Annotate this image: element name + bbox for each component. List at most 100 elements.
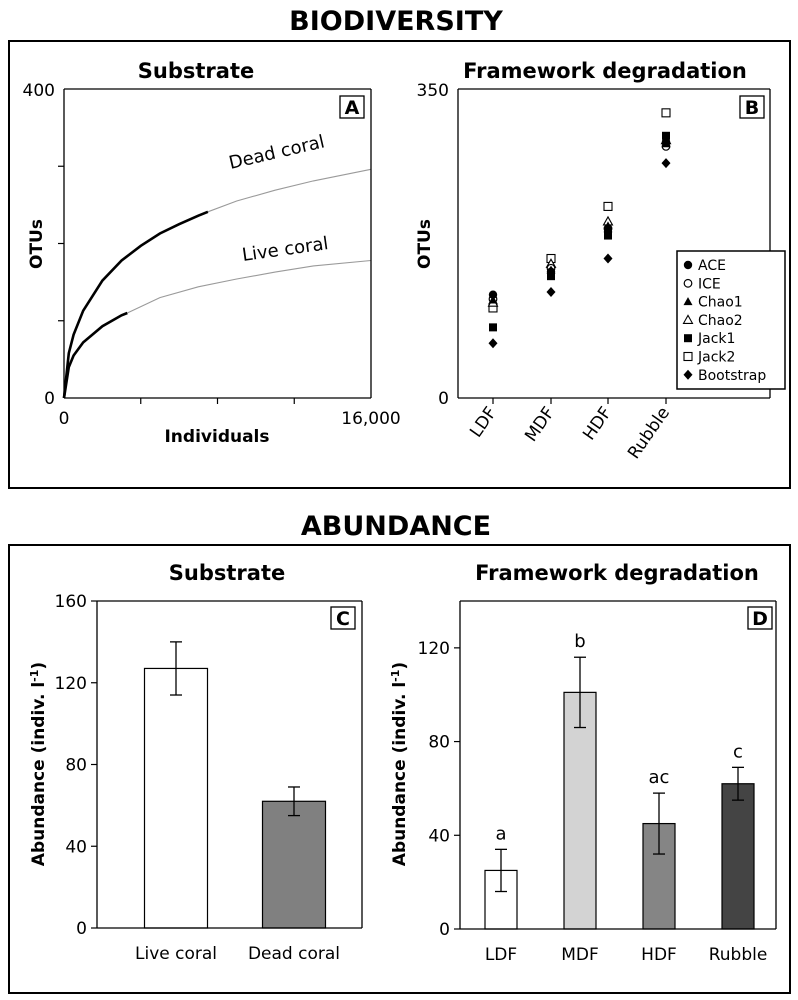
panel-d-y-tick-80: 80 <box>428 733 450 753</box>
panel-c-y-label: Abundance (indiv. l-1) <box>28 662 50 866</box>
panel-c-y-tick-80: 80 <box>65 756 87 776</box>
panel-b-x-labels: LDF MDF HDF Rubble <box>466 398 674 463</box>
panel-c-bars: Live coral Dead coral <box>135 641 340 964</box>
panel-c-bar-live-coral <box>143 667 209 929</box>
panel-b-point-ace-ldf <box>488 290 498 299</box>
dead-coral-extrapolated-curve <box>207 168 372 213</box>
legend-marker-jack1 <box>684 334 692 343</box>
panel-b-point-bootstrap-hdf <box>603 253 613 264</box>
panel-c: Substrate Live coral Dead coral 0 40 80 120 1… <box>28 561 363 964</box>
panel-c-y-tick-40: 40 <box>65 837 87 857</box>
panel-d-x-label-hdf: HDF <box>641 945 677 965</box>
panel-d: Framework degradation LDF a MDF b HDF ac Rubbl… <box>389 561 777 965</box>
panel-b-legend <box>676 250 786 390</box>
panel-d-bar-rubble <box>721 783 755 930</box>
panel-d-title: Framework degradation <box>475 561 759 585</box>
legend-label-bootstrap: Bootstrap <box>698 368 766 384</box>
panel-b-letter-box <box>739 95 765 119</box>
panel-b-letter: B <box>745 97 759 119</box>
panel-d-bars: LDF a MDF b HDF ac Rubble c <box>484 631 768 965</box>
panel-b: Framework degradation 350 0 OTUs LDF MDF H… <box>415 59 786 463</box>
legend-marker-ace <box>683 260 693 270</box>
biodiversity-title: BIODIVERSITY <box>289 6 503 37</box>
panel-d-y-tick-120: 120 <box>418 639 450 659</box>
panel-b-point-chao1-hdf <box>603 221 613 230</box>
panel-a: Substrate 400 0 0 16,000 Individuals OTU… <box>23 59 401 447</box>
live-coral-extrapolated-curve <box>127 259 372 314</box>
panel-b-point-jack2-hdf <box>603 201 613 211</box>
panel-c-x-label-live-coral: Live coral <box>135 944 217 964</box>
panel-a-x-tick-max: 16,000 <box>341 409 400 429</box>
panel-b-point-ace-hdf <box>603 227 613 237</box>
panel-b-point-ace-rubble <box>661 137 671 147</box>
panel-b-point-jack1-mdf <box>547 272 555 281</box>
dead-coral-label: Dead coral <box>227 131 327 173</box>
legend-label-ice: ICE <box>698 276 721 292</box>
panel-b-points <box>487 108 672 349</box>
panel-b-legend-items: ACE ICE Chao1 Chao2 Jack1 Jack2 Bootstrap <box>682 258 766 384</box>
panel-b-y-label: OTUs <box>415 219 435 269</box>
biodiversity-frame <box>8 40 791 489</box>
legend-label-ace: ACE <box>698 258 726 274</box>
panel-b-x-label-ldf: LDF <box>466 403 501 441</box>
legend-label-jack1: Jack1 <box>697 331 735 347</box>
panel-c-title: Substrate <box>169 561 285 585</box>
panel-b-y-tick-min: 0 <box>438 389 449 409</box>
panel-b-point-bootstrap-ldf <box>488 338 498 349</box>
panel-b-title: Framework degradation <box>463 59 747 83</box>
panel-c-y-tick-160: 160 <box>55 592 87 612</box>
panel-a-x-label: Individuals <box>164 427 269 447</box>
legend-marker-chao2 <box>682 314 694 324</box>
panel-b-x-label-hdf: HDF <box>579 403 616 444</box>
panel-d-y-tick-0: 0 <box>439 920 450 940</box>
panel-d-y-tick-40: 40 <box>428 826 450 846</box>
panel-d-significance-mdf: b <box>574 631 585 652</box>
legend-label-jack2: Jack2 <box>697 350 735 366</box>
panel-d-significance-rubble: c <box>733 741 743 762</box>
panel-d-x-label-rubble: Rubble <box>709 945 768 965</box>
panel-d-significance-hdf: ac <box>649 767 670 788</box>
legend-marker-bootstrap <box>683 369 693 380</box>
panel-d-letter-box <box>747 606 773 630</box>
panel-d-y-label: Abundance (indiv. l-1) <box>389 662 411 866</box>
legend-label-chao1: Chao1 <box>698 295 743 311</box>
panel-a-y-tick-max: 400 <box>23 81 55 101</box>
legend-marker-chao1 <box>683 297 693 306</box>
live-coral-label: Live coral <box>241 233 330 266</box>
panel-b-x-label-rubble: Rubble <box>624 403 674 462</box>
panel-a-y-tick-min: 0 <box>44 389 55 409</box>
legend-marker-ice <box>683 278 693 288</box>
panel-b-point-bootstrap-rubble <box>661 158 671 169</box>
panel-b-x-label-mdf: MDF <box>521 403 559 445</box>
panel-a-curves <box>62 168 372 399</box>
dead-coral-observed-curve <box>62 210 209 399</box>
panel-b-point-ace-mdf <box>546 267 556 276</box>
legend-marker-jack2 <box>683 351 693 362</box>
panel-b-point-jack1-ldf <box>489 323 497 332</box>
panel-d-x-label-ldf: LDF <box>485 945 517 965</box>
panel-c-x-label-dead-coral: Dead coral <box>248 944 340 964</box>
panel-c-letter-box <box>330 606 356 630</box>
panel-a-ticks <box>58 165 295 404</box>
panel-d-significance-ldf: a <box>495 823 506 844</box>
panel-a-letter-box <box>339 95 365 119</box>
panel-b-point-chao1-ldf <box>488 295 498 304</box>
panel-b-y-tick-max: 350 <box>417 81 449 101</box>
legend-label-chao2: Chao2 <box>698 313 743 329</box>
panel-a-title: Substrate <box>138 59 254 83</box>
panel-a-letter: A <box>345 97 360 119</box>
panel-d-y-ticks: 0 40 80 120 <box>418 639 460 940</box>
live-coral-observed-curve <box>62 311 128 399</box>
panel-c-y-tick-0: 0 <box>76 919 87 939</box>
panel-a-y-label: OTUs <box>27 219 47 269</box>
panel-b-point-jack2-rubble <box>661 108 671 118</box>
panel-b-point-jack1-rubble <box>662 131 670 140</box>
panel-d-x-label-mdf: MDF <box>561 945 599 965</box>
panel-a-x-tick-min: 0 <box>59 409 70 429</box>
abundance-frame <box>8 544 791 994</box>
panel-d-letter: D <box>752 608 768 630</box>
panel-c-bar-dead-coral <box>261 800 327 929</box>
panel-c-letter: C <box>336 608 350 630</box>
panel-c-y-ticks: 0 40 80 120 160 <box>55 592 97 939</box>
